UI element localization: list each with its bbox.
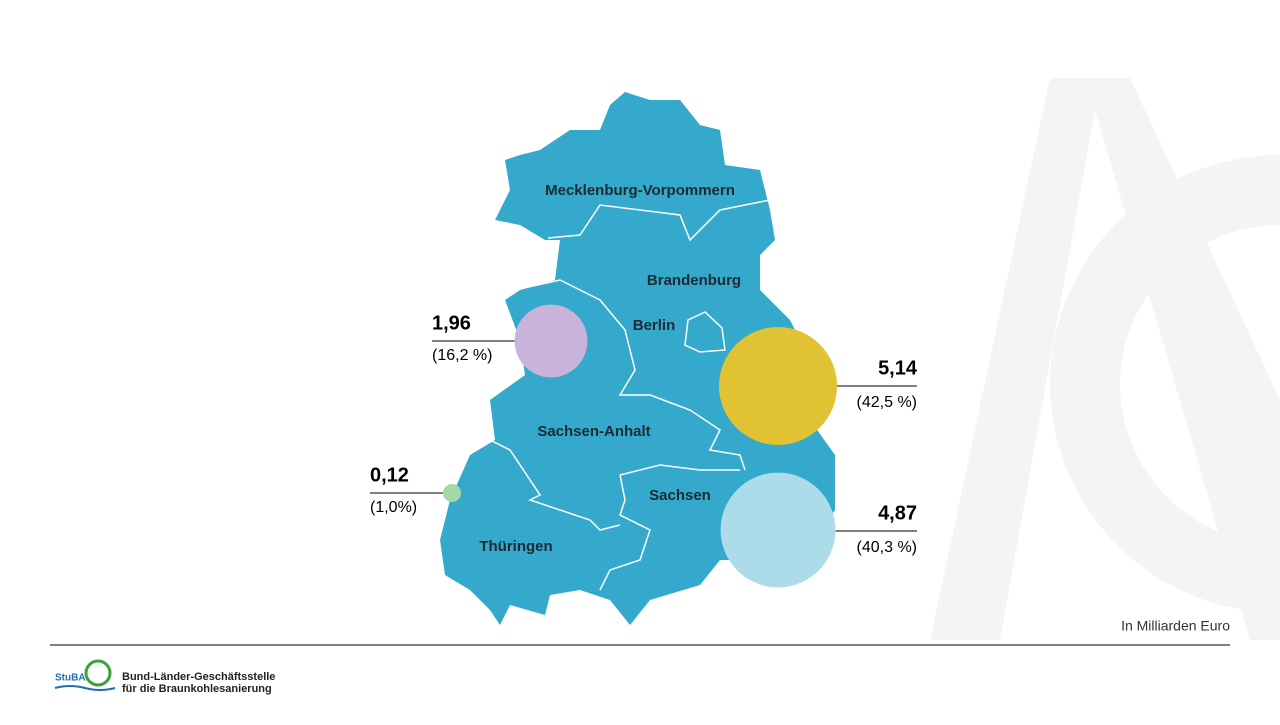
region-label: Mecklenburg-Vorpommern <box>545 182 735 199</box>
background-logo <box>930 78 1280 640</box>
region-label: Sachsen <box>649 487 711 504</box>
logo-text: StuBA <box>55 673 86 684</box>
bubble <box>442 483 462 503</box>
value-label: 5,14 <box>878 357 918 379</box>
logo-wave <box>54 685 116 691</box>
unit-note: In Milliarden Euro <box>1121 618 1230 634</box>
value-label: 0,12 <box>370 464 409 486</box>
share-label: (42,5 %) <box>857 394 917 411</box>
org-name: für die Braunkohlesanierung <box>122 683 272 695</box>
bubble <box>719 327 837 445</box>
region-label: Thüringen <box>479 538 552 555</box>
value-label: 4,87 <box>878 502 917 524</box>
region-label: Berlin <box>633 317 676 334</box>
region-label: Brandenburg <box>647 272 741 289</box>
region-borders <box>489 199 771 591</box>
bubble <box>720 472 836 588</box>
footer-logo: StuBA Bund-Länder-Geschäftsstelle für di… <box>54 659 275 695</box>
share-label: (1,0%) <box>370 499 417 516</box>
bubble <box>514 304 588 378</box>
share-label: (16,2 %) <box>432 347 492 364</box>
logo-mark <box>84 659 112 687</box>
value-label: 1,96 <box>432 312 471 334</box>
bubbles: 1,96 (16,2 %) 0,12 (1,0%) 5,14 (42,5 %) 4,87 (4… <box>370 304 918 588</box>
share-label: (40,3 %) <box>857 539 917 556</box>
org-name: Bund-Länder-Geschäftsstelle <box>122 671 275 683</box>
region-label: Sachsen-Anhalt <box>537 423 650 440</box>
